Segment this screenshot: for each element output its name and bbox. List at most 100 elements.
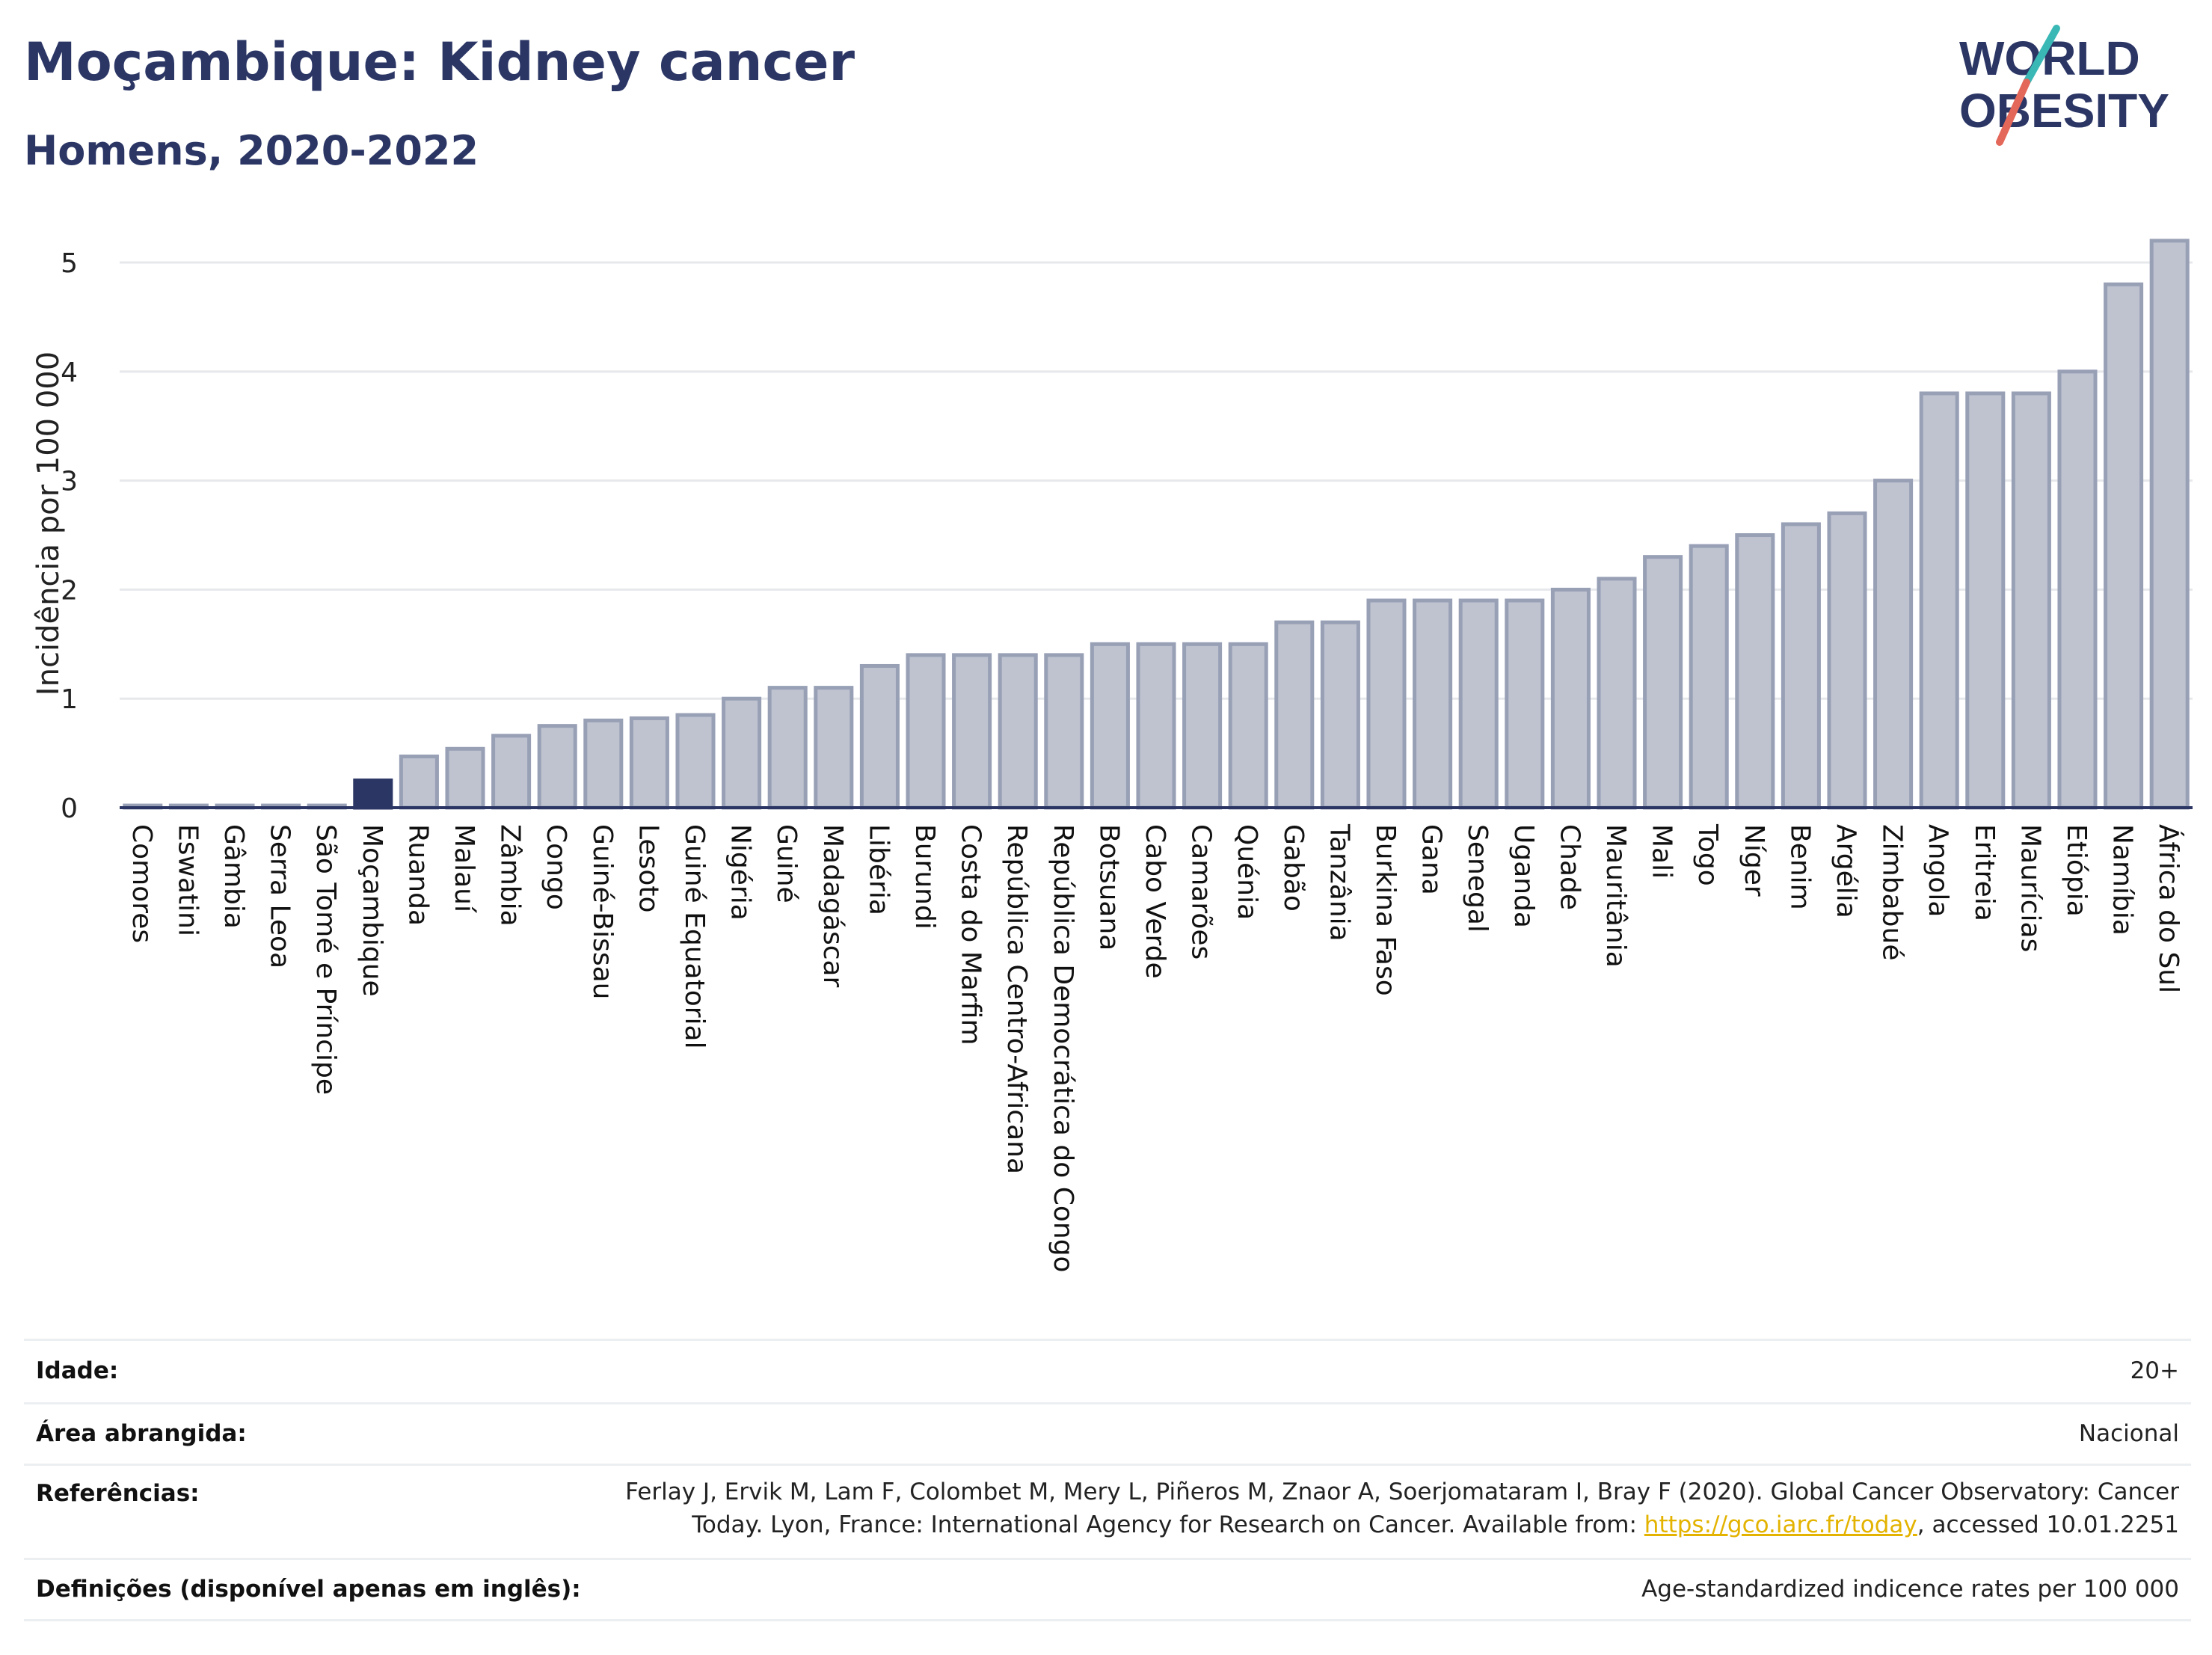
bar-16 [814,686,854,810]
x-tick-label: Maurícias [2015,824,2045,952]
y-tick-label: 5 [61,248,78,279]
x-tick-label: São Tomé e Príncipe [310,824,341,1095]
bar-32 [1550,587,1591,810]
area-value: Nacional [2078,1420,2179,1447]
references-text-end: , accessed 10.01.2251 [1917,1511,2179,1538]
references-text: Ferlay J, Ervik M, Lam F, Colombet M, Me… [625,1479,2179,1538]
x-tick-label: Botsuana [1093,824,1124,951]
x-tick-label: Benim [1784,824,1815,910]
x-tick-label: Burundi [909,824,940,930]
references-value: Ferlay J, Ervik M, Lam F, Colombet M, Me… [549,1476,2179,1541]
x-tick-label: Serra Leoa [265,824,295,968]
logo-slash-teal [2023,25,2060,86]
bar-28 [1366,598,1407,810]
bar-17 [859,663,900,810]
x-tick-label: Uganda [1508,824,1539,928]
x-tick-label: Argélia [1831,824,1861,918]
bar-26 [1274,620,1315,810]
bar-31 [1505,598,1545,810]
x-tick-label: Tanzânia [1324,823,1354,942]
bar-39 [1873,479,1914,810]
x-tick-label: Guiné-Bissau [587,824,618,999]
x-tick-label: Gabão [1278,824,1309,912]
bar-27 [1320,620,1360,810]
x-tick-label: República Centro-Africana [1001,824,1032,1174]
x-tick-label: Angola [1923,824,1953,917]
x-tick-label: Burkina Faso [1370,824,1401,996]
x-tick-label: Madagáscar [817,824,848,988]
bar-13 [675,713,716,810]
chart-subtitle: Homens, 2020-2022 [24,127,479,174]
bar-18 [906,653,946,810]
bar-36 [1735,533,1775,810]
bar-34 [1643,555,1683,810]
x-tick-label: Zâmbia [495,824,526,927]
age-label: Idade: [36,1357,119,1384]
x-tick-label: Guiné Equatorial [679,824,710,1049]
chart-title: Moçambique: Kidney cancer [24,31,855,93]
bar-42 [2011,391,2051,810]
bar-14 [722,696,762,810]
info-row-references: Referências: Ferlay J, Ervik M, Lam F, C… [24,1465,2191,1560]
references-link[interactable]: https://gco.iarc.fr/today [1644,1511,1917,1538]
bar-23 [1136,642,1176,810]
logo-slash-red [1996,79,2030,146]
bar-45 [2149,239,2190,810]
x-tick-label: Togo [1692,823,1723,886]
x-tick-label: Costa do Marfim [956,824,986,1045]
x-tick-label: Chade [1554,824,1585,910]
x-tick-label: Congo [541,824,571,910]
bar-44 [2104,282,2144,810]
x-tick-label: Gana [1416,824,1447,895]
x-tick-label: República Democrática do Congo [1048,824,1078,1273]
x-tick-label: Mali [1647,824,1677,879]
x-tick-label: Namíbia [2107,824,2138,936]
x-tick-label: Senegal [1462,824,1493,933]
x-tick-label: Níger [1739,824,1769,897]
x-tick-label: Nigéria [725,824,756,921]
bar-24 [1182,642,1223,810]
y-tick-label: 3 [61,467,78,497]
definitions-value: Age-standardized indicence rates per 100… [1641,1576,2179,1603]
bar-37 [1781,522,1821,810]
bar-41 [1965,391,2006,810]
x-tick-label: Comores [126,824,157,943]
bar-10 [537,724,577,810]
y-tick-label: 4 [61,357,78,388]
bar-chart: 0 1 2 3 4 5 Incidência por 100 000 Comores Eswat… [31,239,2193,1273]
x-tick-label: Camarões [1186,824,1217,959]
info-table: Idade: 20+ Área abrangida: Nacional Refe… [24,1339,2191,1621]
bar-30 [1458,598,1499,810]
bar-29 [1413,598,1453,810]
logo-word-obesity: OBESITY [1959,84,2169,138]
bar-22 [1090,642,1130,810]
area-label: Área abrangida: [36,1420,247,1447]
bar-6 [353,779,393,810]
x-tick-label: Etiópia [2061,824,2092,917]
y-tick-label: 2 [61,575,78,606]
info-row-area: Área abrangida: Nacional [24,1404,2191,1466]
bar-35 [1689,544,1729,810]
bar-25 [1228,642,1268,810]
x-tick-label: Eswatini [172,824,203,936]
bar-11 [583,718,624,810]
info-row-definitions: Definições (disponível apenas em inglês)… [24,1559,2191,1621]
bar-40 [1919,391,1959,810]
y-tick-label: 1 [61,684,78,715]
age-value: 20+ [2130,1357,2179,1384]
info-row-age: Idade: 20+ [24,1341,2191,1404]
x-tick-label: Mauritânia [1600,824,1631,968]
bar-43 [2057,369,2098,810]
bar-33 [1597,577,1637,810]
bar-38 [1827,511,1867,810]
y-tick-label: 0 [61,793,78,824]
x-tick-label: Gâmbia [218,824,249,929]
x-tick-label: Cabo Verde [1140,824,1170,979]
y-axis-label: Incidência por 100 000 [31,351,66,696]
x-tick-label: Malauí [449,824,479,913]
bar-8 [445,746,485,810]
world-obesity-logo[interactable]: WORLD OBESITY [1952,22,2199,157]
x-tick-label: África do Sul [2153,824,2184,993]
bar-12 [629,716,669,810]
x-tick-label: Libéria [863,824,894,915]
